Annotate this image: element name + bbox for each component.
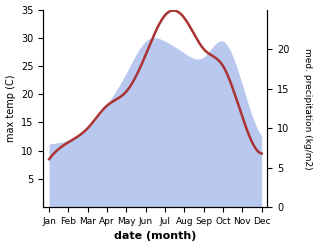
Y-axis label: med. precipitation (kg/m2): med. precipitation (kg/m2) [303, 48, 313, 169]
Y-axis label: max temp (C): max temp (C) [5, 75, 16, 142]
X-axis label: date (month): date (month) [114, 231, 197, 242]
